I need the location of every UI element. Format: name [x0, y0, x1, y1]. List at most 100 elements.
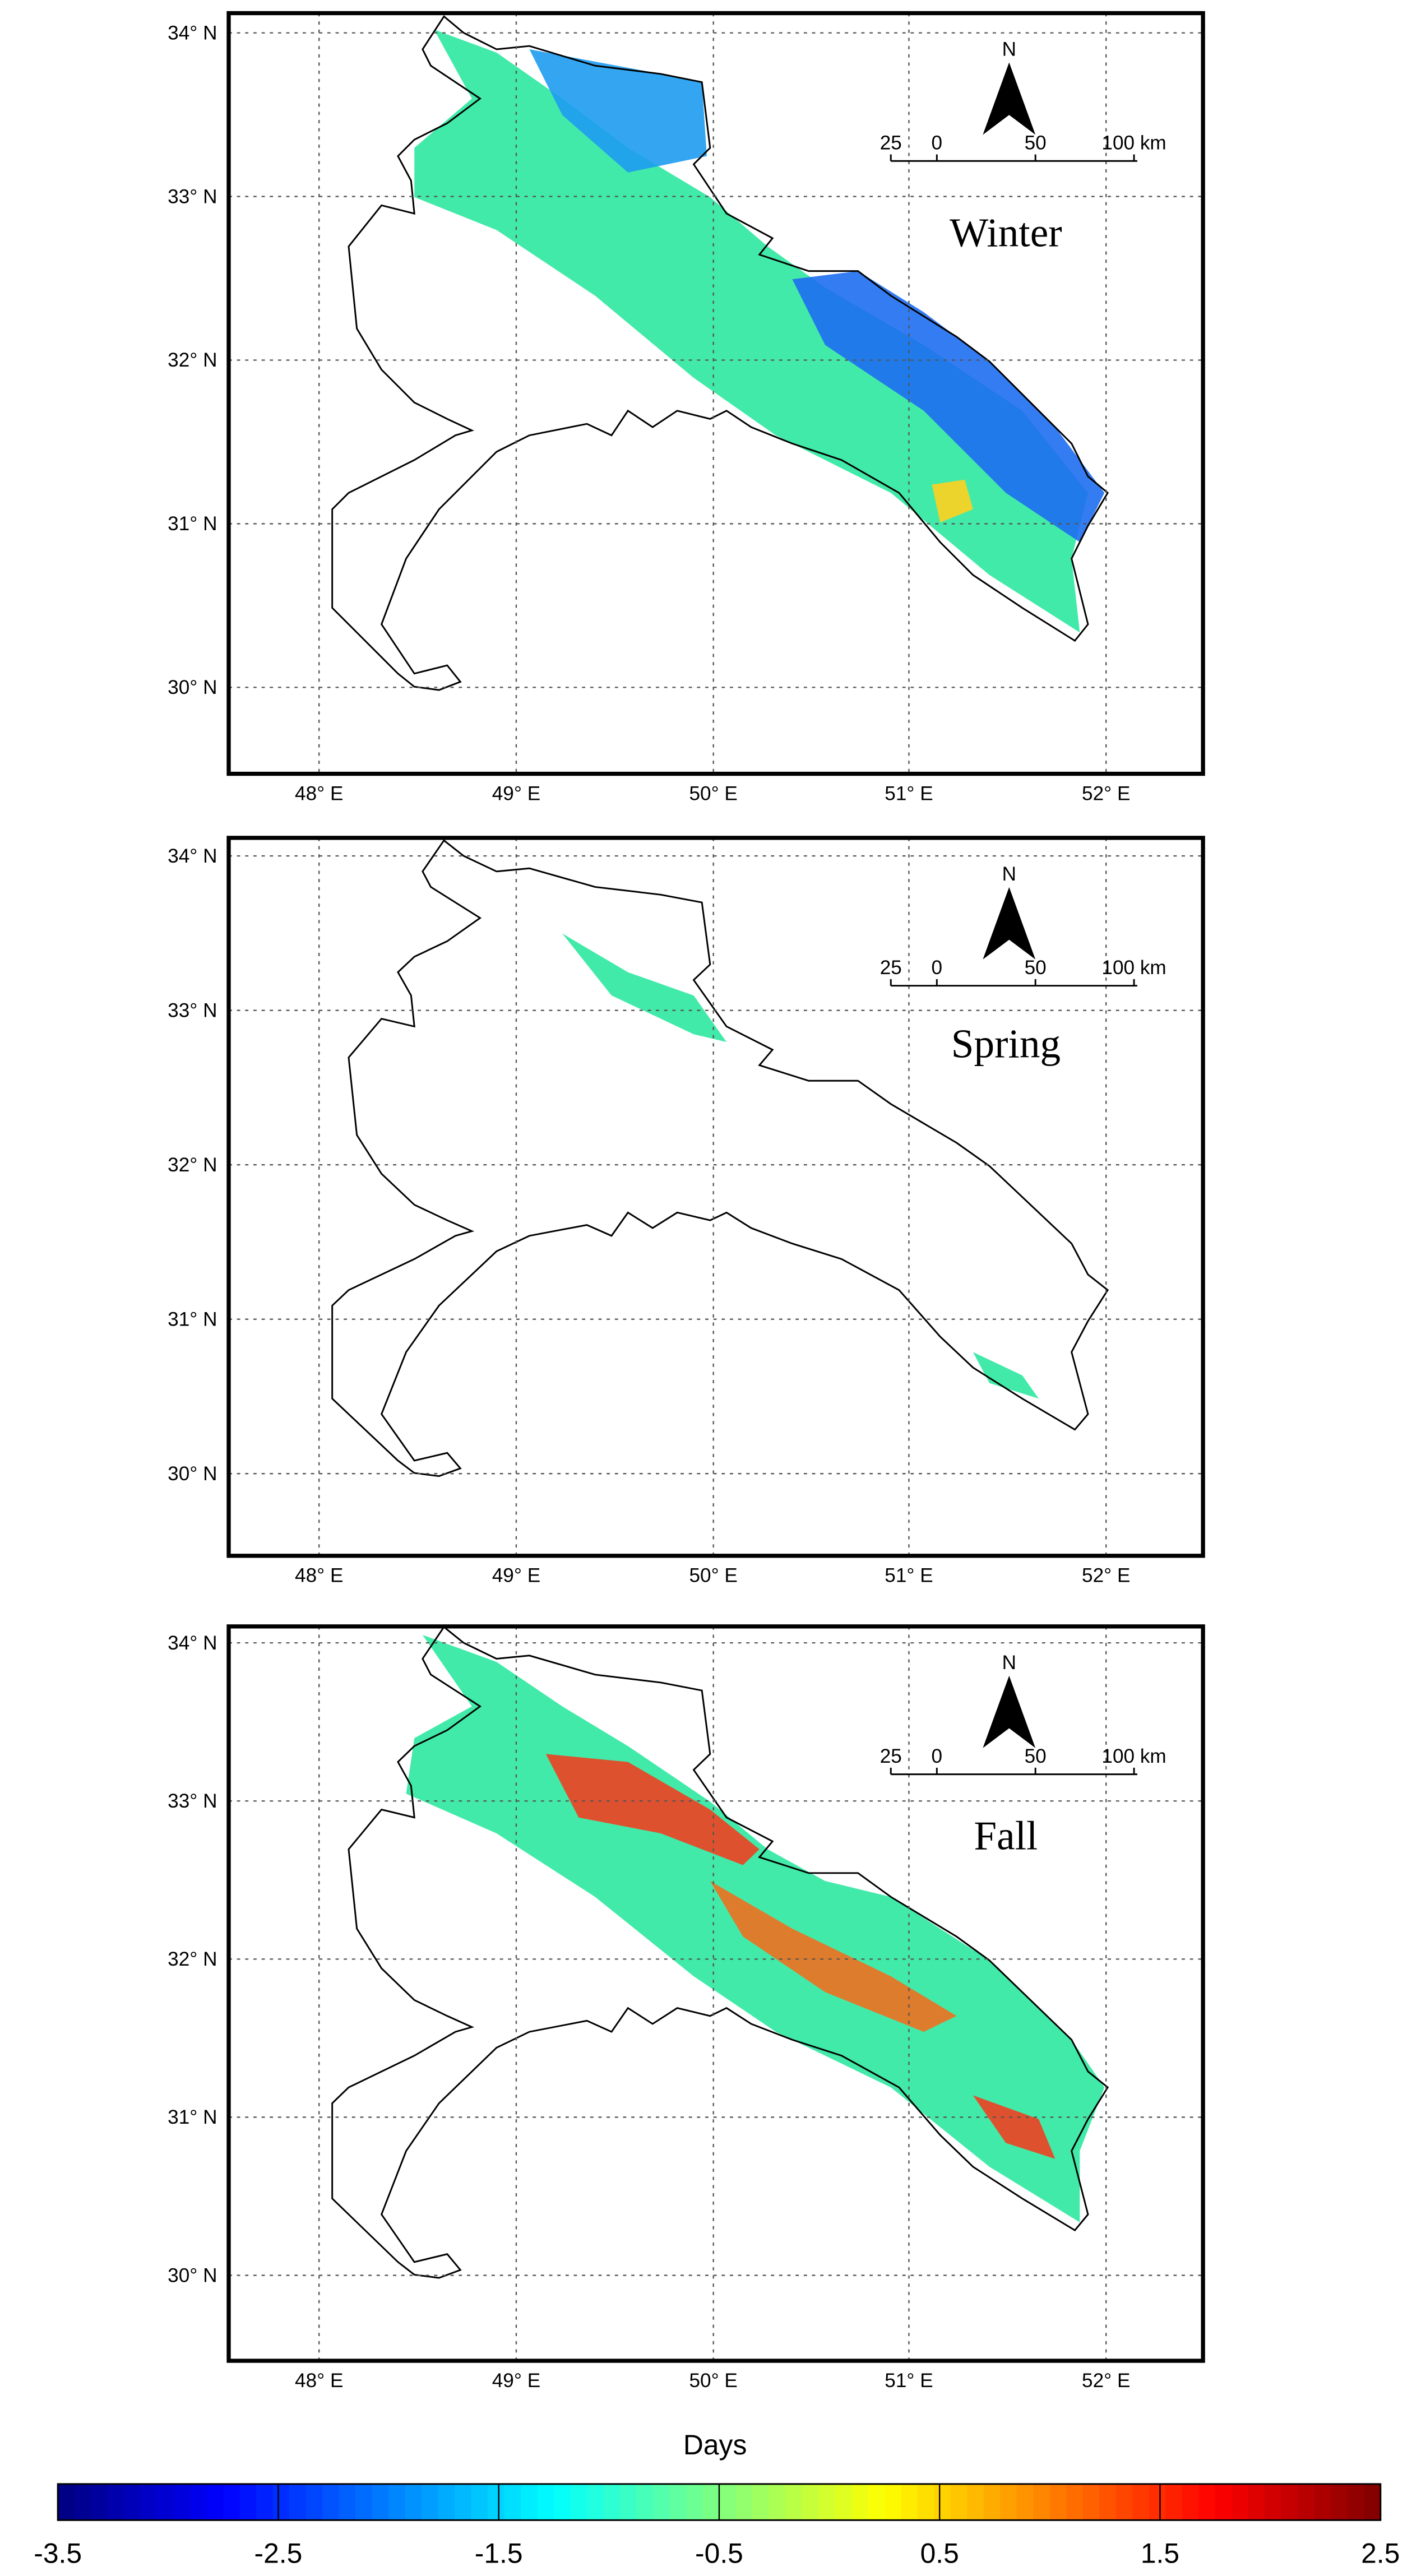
map-panel: 34° N 33° N 32° N 31° N 30° N 48° E 49° E 50° E…: [168, 11, 1205, 804]
colorbar-tick-label: 1.5: [1141, 2538, 1179, 2569]
lat-label: 33° N: [168, 999, 217, 1021]
colorbar-cell: [438, 2484, 456, 2521]
scale-label: 50: [1025, 132, 1047, 154]
scale-label: 25: [880, 132, 902, 154]
map-panel: 34° N 33° N 32° N 31° N 30° N 48° E 49° E 50° E…: [168, 836, 1205, 1587]
data-patch: [710, 1881, 957, 2032]
colorbar-cell: [91, 2484, 109, 2521]
lon-label: 50° E: [689, 1565, 737, 1587]
panel-frame: [226, 1624, 1205, 2363]
colorbar-cell: [901, 2484, 919, 2521]
data-patch: [562, 933, 727, 1043]
colorbar-cell: [58, 2484, 76, 2521]
data-patch: [973, 1352, 1039, 1399]
north-label: N: [1002, 1652, 1016, 1674]
lon-label: 50° E: [689, 782, 737, 804]
colorbar-cell: [719, 2484, 737, 2521]
colorbar-cell: [339, 2484, 357, 2521]
scale-label: 0: [932, 1745, 943, 1767]
lat-label: 30° N: [168, 2264, 217, 2286]
colorbar-cell: [1198, 2484, 1216, 2521]
colorbar-cell: [603, 2484, 621, 2521]
lon-label: 52° E: [1082, 782, 1130, 804]
colorbar-cell: [570, 2484, 588, 2521]
scale-label: 100 km: [1101, 1745, 1166, 1767]
lat-label: 32° N: [168, 1948, 217, 1970]
scale-label: 100 km: [1101, 132, 1166, 154]
colorbar-cell: [785, 2484, 803, 2521]
scale-label: 0: [932, 132, 943, 154]
scale-label: 25: [880, 1745, 902, 1767]
season-label: Fall: [974, 1813, 1038, 1858]
colorbar-cell: [735, 2484, 753, 2521]
colorbar-tick-label: 0.5: [920, 2538, 959, 2569]
colorbar-cell: [983, 2484, 1001, 2521]
colorbar-cell: [455, 2484, 472, 2521]
lon-label: 48° E: [295, 2370, 343, 2392]
colorbar-cell: [769, 2484, 786, 2521]
colorbar-cell: [1115, 2484, 1133, 2521]
region-outline: [331, 15, 1109, 691]
lon-label: 49° E: [492, 782, 540, 804]
colorbar-tick-label: -0.5: [695, 2538, 743, 2569]
colorbar-cell: [1314, 2484, 1332, 2521]
lon-label: 51° E: [885, 1565, 933, 1587]
lat-label: 34° N: [168, 845, 217, 867]
colorbar-cell: [835, 2484, 853, 2521]
lon-label: 49° E: [492, 1565, 540, 1587]
data-patch: [529, 49, 707, 173]
season-label: Spring: [951, 1021, 1061, 1067]
colorbar-tick-label: -3.5: [34, 2538, 82, 2569]
colorbar-cell: [1364, 2484, 1382, 2521]
colorbar-cell: [1082, 2484, 1100, 2521]
colorbar-cell: [1066, 2484, 1084, 2521]
colorbar-cell: [818, 2484, 836, 2521]
colorbar-cell: [504, 2484, 522, 2521]
colorbar-cell: [868, 2484, 886, 2521]
colorbar-cell: [1331, 2484, 1349, 2521]
lon-label: 52° E: [1082, 1565, 1130, 1587]
colorbar-cell: [173, 2484, 191, 2521]
lat-label: 30° N: [168, 1463, 217, 1485]
lon-label: 52° E: [1082, 2370, 1130, 2392]
colorbar-cell: [752, 2484, 770, 2521]
lat-label: 30° N: [168, 677, 217, 698]
colorbar-cell: [521, 2484, 538, 2521]
colorbar-cell: [1149, 2484, 1166, 2521]
lon-label: 48° E: [295, 782, 343, 804]
colorbar-cell: [272, 2484, 290, 2521]
colorbar-cell: [1248, 2484, 1266, 2521]
scale-label: 50: [1025, 1745, 1047, 1767]
colorbar-cell: [950, 2484, 968, 2521]
colorbar-cell: [967, 2484, 985, 2521]
north-label: N: [1002, 863, 1016, 885]
colorbar-cell: [388, 2484, 406, 2521]
lon-label: 49° E: [492, 2370, 540, 2392]
colorbar-tick-label: 2.5: [1361, 2538, 1400, 2569]
lat-label: 33° N: [168, 1790, 217, 1812]
scale-label: 100 km: [1101, 957, 1166, 979]
colorbar-cell: [140, 2484, 158, 2521]
scale-label: 25: [880, 957, 902, 979]
region-outline: [331, 839, 1109, 1477]
colorbar-cell: [355, 2484, 373, 2521]
colorbar-cell: [157, 2484, 175, 2521]
colorbar-cell: [1132, 2484, 1150, 2521]
lon-label: 51° E: [885, 782, 933, 804]
data-patch: [932, 479, 973, 523]
colorbar-cell: [289, 2484, 307, 2521]
panel-frame: [226, 836, 1205, 1558]
lat-label: 31° N: [168, 513, 217, 535]
colorbar-cell: [702, 2484, 720, 2521]
lon-label: 51° E: [885, 2370, 933, 2392]
colorbar-cell: [1016, 2484, 1034, 2521]
scale-label: 0: [932, 957, 943, 979]
lat-label: 33° N: [168, 186, 217, 207]
colorbar-cell: [1049, 2484, 1067, 2521]
map-panel: 34° N 33° N 32° N 31° N 30° N 48° E 49° E 50° E…: [168, 1624, 1205, 2392]
lon-label: 50° E: [689, 2370, 737, 2392]
colorbar-cell: [851, 2484, 869, 2521]
colorbar-cell: [884, 2484, 902, 2521]
